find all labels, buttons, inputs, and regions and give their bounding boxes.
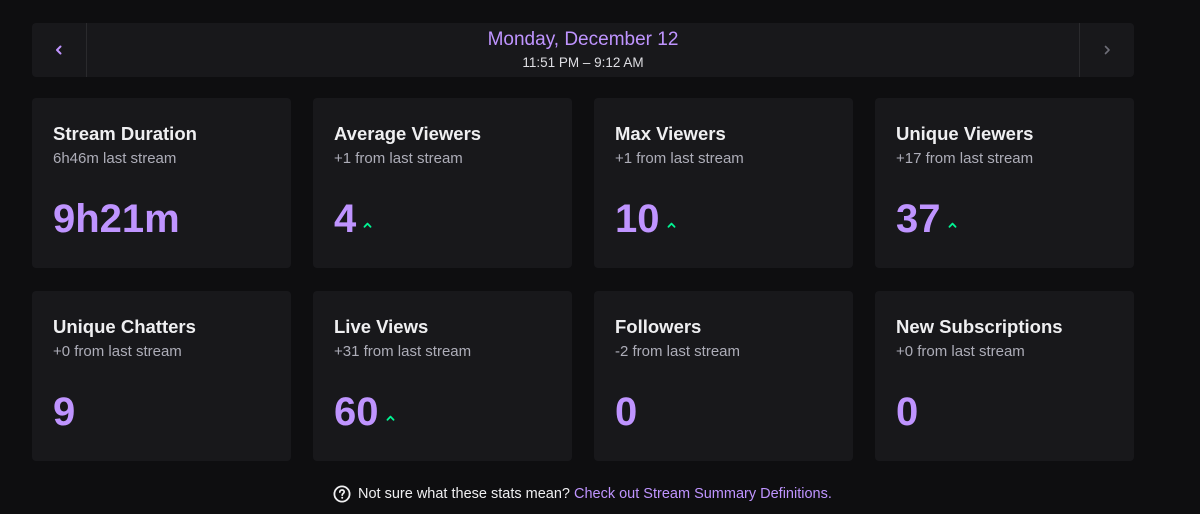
stat-comparison: 6h46m last stream [53, 150, 177, 167]
trend-up-icon [363, 222, 372, 228]
stat-comparison: +31 from last stream [334, 343, 472, 360]
stat-value: 37 [896, 197, 941, 241]
stream-time-range: 11:51 PM – 9:12 AM [522, 55, 644, 70]
next-stream-button[interactable] [1079, 23, 1134, 77]
date-navigator: Monday, December 12 11:51 PM – 9:12 AM [32, 23, 1134, 77]
stat-value: 0 [615, 390, 638, 434]
stat-value: 9 [53, 390, 76, 434]
trend-up-icon [386, 415, 394, 421]
stat-card-live-views: Live Views +31 from last stream 60 [313, 291, 572, 461]
stat-value: 10 [615, 197, 660, 241]
question-circle-icon [333, 485, 351, 503]
stream-summary-definitions-link[interactable]: Check out Stream Summary Definitions. [573, 486, 832, 502]
stat-title: Unique Viewers [896, 123, 1034, 144]
stat-title: Followers [615, 316, 702, 337]
stat-card-stream-duration: Stream Duration 6h46m last stream 9h21m [32, 98, 291, 268]
trend-up-icon [948, 222, 956, 228]
chevron-right-icon [1104, 45, 1110, 55]
stat-comparison: +0 from last stream [53, 343, 182, 360]
stat-value: 60 [334, 390, 379, 434]
trend-up-icon [667, 222, 675, 228]
stream-date-title: Monday, December 12 [487, 29, 679, 50]
stat-comparison: +0 from last stream [896, 343, 1025, 360]
stat-card-max-viewers: Max Viewers +1 from last stream 10 [594, 98, 853, 268]
stat-title: Live Views [334, 316, 429, 337]
stat-card-followers: Followers -2 from last stream 0 [594, 291, 853, 461]
stat-comparison: +1 from last stream [334, 150, 463, 167]
stat-title: Max Viewers [615, 123, 726, 144]
stat-title: Average Viewers [334, 123, 482, 144]
stat-comparison: +1 from last stream [615, 150, 744, 167]
stat-value: 9h21m [53, 197, 180, 241]
help-footer: Not sure what these stats mean? Check ou… [333, 483, 832, 505]
stat-comparison: -2 from last stream [615, 343, 741, 360]
stat-card-new-subscriptions: New Subscriptions +0 from last stream 0 [875, 291, 1134, 461]
chevron-left-icon [56, 45, 62, 55]
stat-value: 4 [334, 197, 357, 241]
stream-date: Monday, December 12 11:51 PM – 9:12 AM [87, 23, 1079, 77]
stat-title: Unique Chatters [53, 316, 196, 337]
stat-value: 0 [896, 390, 919, 434]
help-question-text: Not sure what these stats mean? [358, 486, 570, 502]
stat-title: New Subscriptions [896, 316, 1063, 337]
stat-title: Stream Duration [53, 123, 197, 144]
stat-card-average-viewers: Average Viewers +1 from last stream 4 [313, 98, 572, 268]
stat-card-unique-viewers: Unique Viewers +17 from last stream 37 [875, 98, 1134, 268]
previous-stream-button[interactable] [32, 23, 87, 77]
stat-card-unique-chatters: Unique Chatters +0 from last stream 9 [32, 291, 291, 461]
stat-comparison: +17 from last stream [896, 150, 1034, 167]
